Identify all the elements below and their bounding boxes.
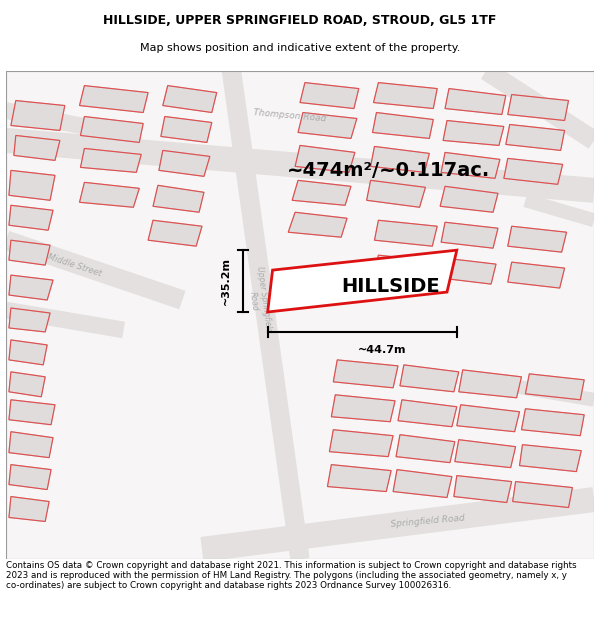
Polygon shape [163, 86, 217, 112]
Polygon shape [400, 365, 459, 392]
Polygon shape [159, 151, 210, 176]
Polygon shape [11, 101, 65, 131]
Polygon shape [520, 444, 581, 472]
Polygon shape [148, 220, 202, 246]
Polygon shape [445, 89, 506, 114]
Polygon shape [9, 372, 45, 397]
Polygon shape [9, 275, 53, 300]
Text: Map shows position and indicative extent of the property.: Map shows position and indicative extent… [140, 43, 460, 53]
Polygon shape [443, 121, 504, 146]
Polygon shape [9, 340, 47, 365]
Polygon shape [9, 464, 51, 489]
Text: HILLSIDE, UPPER SPRINGFIELD ROAD, STROUD, GL5 1TF: HILLSIDE, UPPER SPRINGFIELD ROAD, STROUD… [103, 14, 497, 27]
Polygon shape [459, 370, 521, 398]
Polygon shape [9, 308, 50, 332]
Polygon shape [441, 222, 498, 248]
Polygon shape [508, 226, 566, 252]
Polygon shape [80, 116, 143, 142]
Polygon shape [9, 432, 53, 457]
Text: Springfield Road: Springfield Road [390, 514, 465, 529]
Polygon shape [80, 148, 141, 173]
Polygon shape [374, 255, 435, 281]
Polygon shape [295, 146, 355, 172]
Polygon shape [9, 496, 49, 521]
Polygon shape [512, 482, 572, 508]
Polygon shape [457, 405, 520, 432]
Polygon shape [9, 400, 55, 425]
Polygon shape [79, 86, 148, 112]
Text: ~35.2m: ~35.2m [221, 257, 230, 305]
Polygon shape [328, 464, 391, 491]
Polygon shape [393, 469, 452, 498]
Polygon shape [9, 240, 50, 265]
Polygon shape [329, 430, 393, 457]
Polygon shape [441, 152, 500, 178]
Polygon shape [298, 112, 357, 139]
Polygon shape [9, 205, 53, 230]
Polygon shape [398, 400, 457, 427]
Polygon shape [374, 82, 437, 109]
Polygon shape [300, 82, 359, 109]
Polygon shape [440, 186, 498, 213]
Polygon shape [506, 124, 565, 151]
Polygon shape [288, 213, 347, 238]
Polygon shape [9, 171, 55, 200]
Polygon shape [161, 116, 212, 142]
Polygon shape [521, 409, 584, 436]
Polygon shape [374, 220, 437, 246]
Polygon shape [268, 250, 457, 312]
Polygon shape [367, 181, 425, 208]
Polygon shape [373, 112, 433, 139]
Polygon shape [504, 158, 563, 184]
Polygon shape [526, 374, 584, 400]
Text: ~44.7m: ~44.7m [358, 345, 406, 355]
Polygon shape [14, 136, 60, 161]
Polygon shape [331, 395, 395, 422]
Polygon shape [441, 258, 496, 284]
Polygon shape [334, 360, 398, 388]
Polygon shape [371, 146, 430, 172]
Polygon shape [79, 182, 139, 208]
Polygon shape [508, 262, 565, 288]
Text: Upper Springfield
Road: Upper Springfield Road [245, 266, 273, 334]
Text: Thompson Road: Thompson Road [253, 108, 327, 123]
Polygon shape [455, 439, 515, 468]
Text: HILLSIDE: HILLSIDE [341, 277, 440, 296]
Text: Contains OS data © Crown copyright and database right 2021. This information is : Contains OS data © Crown copyright and d… [6, 561, 577, 591]
Polygon shape [508, 94, 569, 121]
Polygon shape [454, 476, 512, 502]
Text: Middle Street: Middle Street [47, 252, 103, 278]
Text: ~474m²/~0.117ac.: ~474m²/~0.117ac. [287, 161, 490, 180]
Polygon shape [292, 181, 351, 205]
Polygon shape [396, 435, 455, 462]
Polygon shape [153, 186, 204, 213]
